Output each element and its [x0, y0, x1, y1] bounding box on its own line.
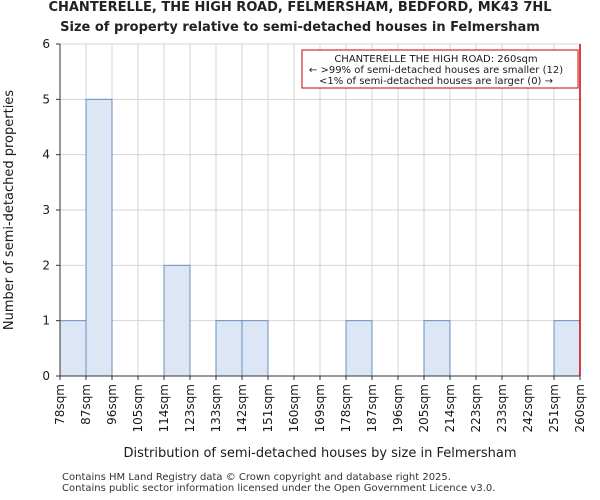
bar-114sqm — [163, 264, 191, 377]
footer-licence: Contains public sector information licen… — [62, 483, 496, 494]
x-tick-label: 78sqm — [53, 384, 67, 425]
y-tick-label: 6 — [42, 37, 50, 51]
x-tick-label: 251sqm — [547, 384, 561, 432]
x-tick-label: 160sqm — [287, 384, 301, 432]
annotation-line: CHANTERELLE THE HIGH ROAD: 260sqm — [334, 54, 537, 65]
y-axis-title: Number of semi-detached properties — [2, 90, 17, 330]
x-axis-title: Distribution of semi-detached houses by … — [124, 446, 517, 461]
y-tick-label: 4 — [42, 148, 50, 162]
x-tick-label: 151sqm — [261, 384, 275, 432]
x-tick-label: 242sqm — [521, 384, 535, 432]
x-tick-label: 196sqm — [391, 384, 405, 432]
y-tick-label: 1 — [42, 314, 50, 328]
x-tick-label: 223sqm — [469, 384, 483, 432]
y-tick-label: 0 — [42, 369, 50, 383]
x-tick-label: 87sqm — [79, 384, 93, 425]
x-tick-label: 123sqm — [183, 384, 197, 432]
x-tick-label: 169sqm — [313, 384, 327, 432]
bar-205sqm — [423, 320, 451, 377]
x-tick-label: 178sqm — [339, 384, 353, 432]
chart-subtitle: Size of property relative to semi-detach… — [60, 20, 540, 35]
bar-78sqm — [59, 320, 87, 377]
x-tick-label: 133sqm — [209, 384, 223, 432]
bar-87sqm — [85, 98, 113, 377]
annotation-box — [301, 49, 579, 89]
footer-copyright: Contains HM Land Registry data © Crown c… — [62, 472, 451, 483]
y-tick-label: 5 — [42, 92, 50, 106]
x-tick-label: 114sqm — [157, 384, 171, 432]
x-tick-label: 142sqm — [235, 384, 249, 432]
annotation-line: <1% of semi-detached houses are larger (… — [319, 76, 553, 87]
annotation-line: ← >99% of semi-detached houses are small… — [309, 65, 563, 76]
x-tick-label: 187sqm — [365, 384, 379, 432]
x-tick-label: 105sqm — [131, 384, 145, 432]
x-tick-label: 233sqm — [495, 384, 509, 432]
bar-178sqm — [345, 320, 373, 377]
x-tick-label: 214sqm — [443, 384, 457, 432]
bar-133sqm — [215, 320, 243, 377]
x-tick-label: 96sqm — [105, 384, 119, 425]
bar-251sqm — [553, 320, 581, 377]
x-tick-label: 205sqm — [417, 384, 431, 432]
chart-title: CHANTERELLE, THE HIGH ROAD, FELMERSHAM, … — [48, 0, 552, 15]
y-tick-label: 3 — [42, 203, 50, 217]
y-tick-label: 2 — [42, 258, 50, 272]
bar-142sqm — [241, 320, 269, 377]
x-tick-label: 260sqm — [573, 384, 587, 432]
